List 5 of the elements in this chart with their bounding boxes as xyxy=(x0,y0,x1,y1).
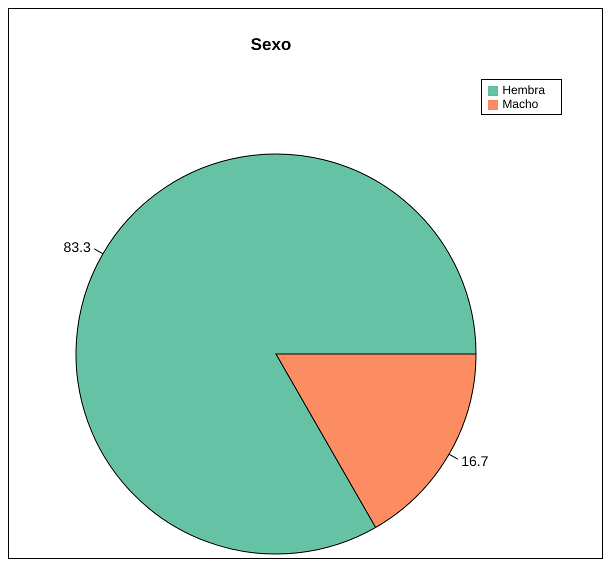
chart-title: Sexo xyxy=(250,35,292,55)
legend-label: Hembra xyxy=(502,83,545,97)
legend-label: Macho xyxy=(502,97,538,111)
data-label: 16.7 xyxy=(461,453,489,470)
data-label: 83.3 xyxy=(64,238,91,255)
